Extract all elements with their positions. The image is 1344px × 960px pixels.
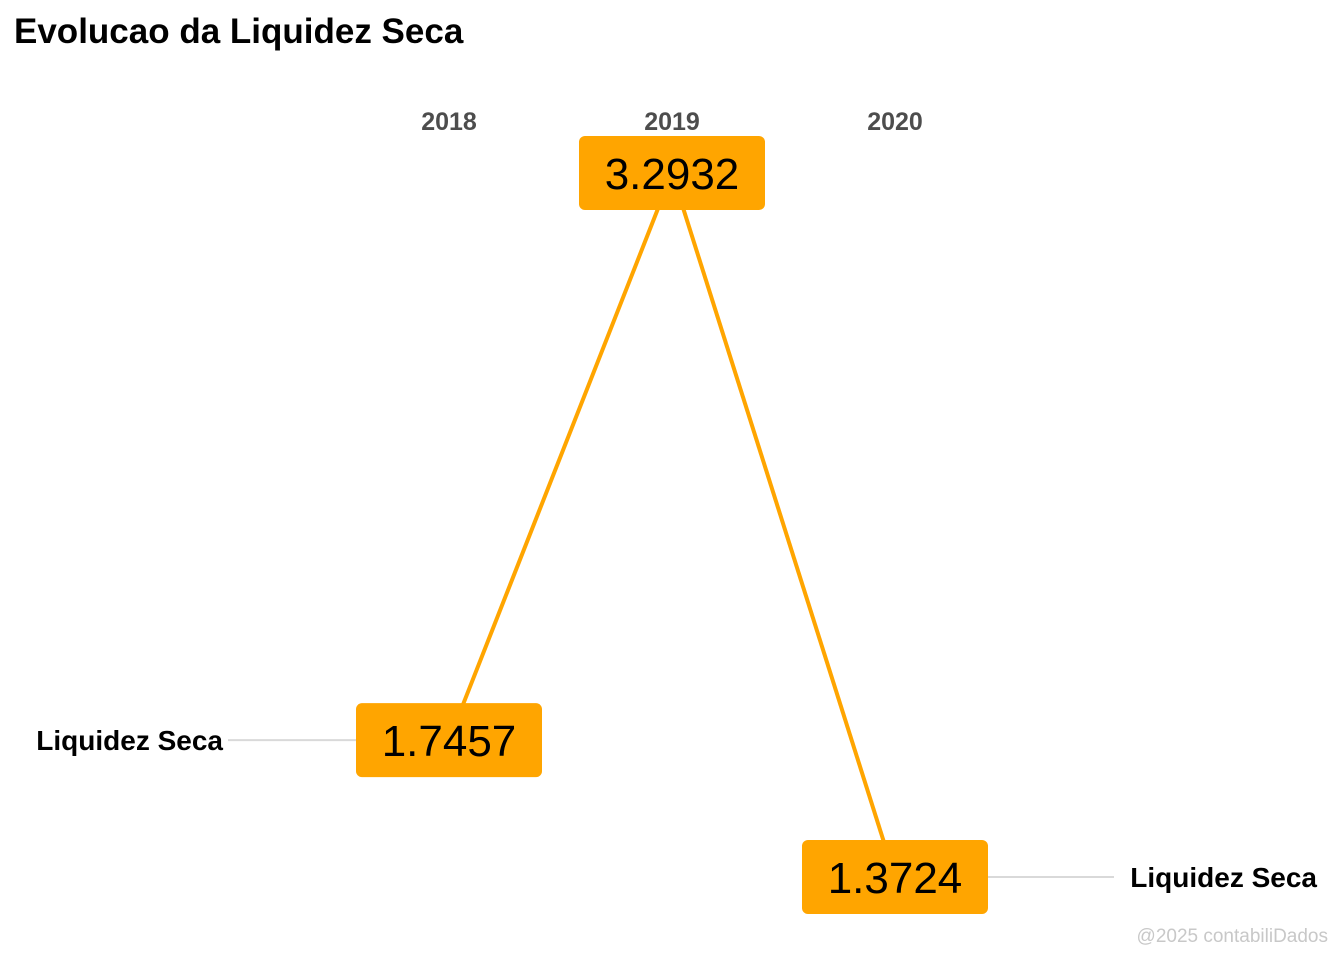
value-label-text: 1.7457 bbox=[382, 717, 517, 766]
value-label: 3.2932 bbox=[579, 136, 765, 210]
year-label-2020: 2020 bbox=[867, 108, 923, 136]
series-line-segment bbox=[670, 172, 897, 878]
year-label-2018: 2018 bbox=[421, 108, 477, 136]
year-label-2019: 2019 bbox=[644, 108, 700, 136]
value-label: 1.7457 bbox=[356, 703, 542, 778]
series-label-left: Liquidez Seca bbox=[36, 725, 223, 756]
year-axis: 2018 2019 2020 bbox=[421, 108, 923, 136]
value-labels: 1.7457 3.2932 1.3724 bbox=[356, 136, 988, 914]
series-lines bbox=[447, 172, 897, 878]
value-label: 1.3724 bbox=[802, 840, 988, 914]
chart-caption: @2025 contabiliDados bbox=[1137, 926, 1328, 947]
value-label-text: 1.3724 bbox=[828, 854, 963, 903]
value-label-box bbox=[356, 703, 542, 778]
series-line-segment bbox=[447, 172, 674, 741]
value-label-text: 3.2932 bbox=[605, 150, 740, 199]
value-label-box bbox=[802, 840, 988, 914]
chart-title: Evolucao da Liquidez Seca bbox=[14, 12, 464, 51]
series-label-right: Liquidez Seca bbox=[1130, 862, 1317, 893]
value-label-box bbox=[579, 136, 765, 210]
